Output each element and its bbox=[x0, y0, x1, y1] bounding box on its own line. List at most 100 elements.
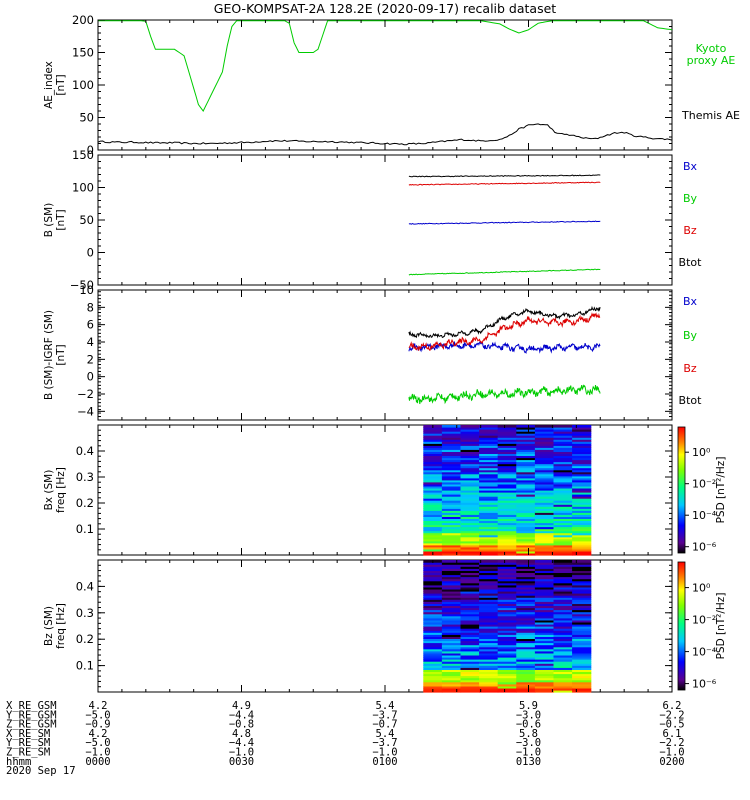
spectrogram-cell bbox=[572, 609, 592, 613]
spectrogram-cell bbox=[534, 463, 555, 467]
orbit-value: −2.2 bbox=[659, 737, 684, 749]
spectrogram-cell bbox=[460, 642, 480, 646]
spectrogram-cell bbox=[441, 611, 462, 615]
spectrogram-cell bbox=[441, 638, 462, 642]
spectrogram-cell bbox=[423, 659, 443, 662]
spectrogram-cell bbox=[441, 560, 462, 563]
spectrogram-cell bbox=[497, 467, 517, 471]
spectrogram-cell bbox=[479, 640, 499, 644]
spectrogram-cell bbox=[516, 524, 536, 528]
y-tick-label: 0.3 bbox=[76, 470, 94, 484]
spectrogram-cell bbox=[553, 485, 573, 489]
spectrogram-cell bbox=[497, 473, 517, 477]
spectrogram-cell bbox=[423, 526, 443, 530]
spectrogram-cell bbox=[460, 590, 480, 594]
spectrogram-cell bbox=[553, 553, 573, 556]
spectrogram-cell bbox=[572, 427, 592, 430]
orbit-value: 4.2 bbox=[89, 728, 108, 740]
spectrogram-cell bbox=[572, 593, 592, 596]
spectrogram-cell bbox=[534, 584, 555, 588]
spectrogram-cell bbox=[572, 603, 592, 606]
spectrogram-cell bbox=[423, 601, 443, 604]
spectrogram-cell bbox=[553, 669, 573, 672]
spectrogram-cell bbox=[553, 469, 573, 473]
panel-frame bbox=[97, 19, 673, 151]
spectrogram-cell bbox=[497, 671, 517, 675]
spectrogram-cell bbox=[441, 461, 462, 465]
spectrogram-cell bbox=[534, 508, 555, 511]
spectrogram-cell bbox=[572, 687, 592, 691]
legend-bz: Bz bbox=[683, 362, 697, 375]
spectrogram-cell bbox=[423, 562, 443, 565]
y-tick-label: 0.2 bbox=[76, 496, 94, 510]
spectrogram-cell bbox=[497, 560, 517, 563]
spectrogram-cell bbox=[572, 689, 592, 693]
spectrogram-cell bbox=[516, 679, 536, 683]
spectrogram-cell bbox=[460, 652, 480, 656]
spectrogram-cell bbox=[516, 615, 536, 619]
spectrogram-cell bbox=[460, 431, 480, 434]
spectrogram-cell bbox=[460, 530, 480, 534]
spectrogram-cell bbox=[572, 613, 592, 617]
spectrogram-cell bbox=[497, 586, 517, 590]
spectrogram-cell bbox=[460, 455, 480, 459]
spectrogram-cell bbox=[441, 451, 462, 454]
spectrogram-cell bbox=[441, 427, 462, 430]
spectrogram-cell bbox=[460, 640, 480, 644]
spectrogram-cell bbox=[479, 481, 499, 485]
spectrogram-cell bbox=[423, 548, 443, 552]
colorbar bbox=[677, 426, 686, 554]
y-tick-label: 200 bbox=[72, 13, 94, 27]
spectrogram-cell bbox=[479, 576, 499, 580]
spectrogram-cell bbox=[460, 623, 480, 627]
spectrogram-cell bbox=[516, 644, 536, 648]
spectrogram-cell bbox=[497, 433, 517, 436]
spectrogram-cell bbox=[516, 580, 536, 584]
spectrogram-cell bbox=[423, 673, 443, 677]
spectrogram-cell bbox=[441, 536, 462, 540]
spectrogram-cell bbox=[497, 584, 517, 588]
spectrogram-cell bbox=[516, 562, 536, 565]
spectrogram-cell bbox=[572, 431, 592, 434]
spectrogram-cell bbox=[497, 471, 517, 475]
spectrogram-cell bbox=[553, 488, 573, 491]
spectrogram-cell bbox=[572, 677, 592, 681]
spectrogram-cell bbox=[460, 636, 480, 639]
spectrogram-cell bbox=[516, 570, 536, 573]
spectrogram-cell bbox=[441, 570, 462, 573]
spectrogram-cell bbox=[460, 522, 480, 526]
spectrogram-cell bbox=[497, 580, 517, 584]
spectrogram-cell bbox=[516, 469, 536, 473]
spectrogram-cell bbox=[441, 687, 462, 691]
spectrogram-cell bbox=[534, 650, 555, 654]
spectrogram-cell bbox=[479, 609, 499, 613]
spectrogram-cell bbox=[534, 447, 555, 450]
spectrogram-cell bbox=[460, 582, 480, 586]
spectrogram-cell bbox=[534, 597, 555, 600]
spectrogram-cell bbox=[497, 546, 517, 550]
spectrogram-cell bbox=[479, 475, 499, 479]
spectrogram-cell bbox=[460, 566, 480, 569]
spectrogram-cell bbox=[553, 623, 573, 627]
spectrogram-cell bbox=[516, 518, 536, 521]
y-tick-label: 0 bbox=[87, 246, 94, 260]
spectrogram-cell bbox=[460, 544, 480, 548]
spectrogram-cell bbox=[441, 619, 462, 623]
spectrogram-cell bbox=[553, 548, 573, 552]
spectrogram-cell bbox=[553, 530, 573, 534]
spectrogram-cell bbox=[534, 485, 555, 489]
spectrogram-cell bbox=[460, 427, 480, 430]
spectrogram-cell bbox=[460, 441, 480, 444]
spectrogram-cell bbox=[479, 656, 499, 660]
spectrogram-cell bbox=[553, 665, 573, 668]
spectrogram-cell bbox=[516, 669, 536, 672]
spectrogram-cell bbox=[479, 516, 499, 519]
spectrogram-cell bbox=[423, 681, 443, 685]
spectrogram-cell bbox=[423, 619, 443, 623]
spectrogram-cell bbox=[497, 443, 517, 446]
spectrogram-cell bbox=[497, 646, 517, 650]
spectrogram-cell bbox=[553, 522, 573, 526]
spectrogram-cell bbox=[460, 568, 480, 571]
b-series-line bbox=[408, 268, 601, 276]
spectrogram-cell bbox=[553, 667, 573, 670]
